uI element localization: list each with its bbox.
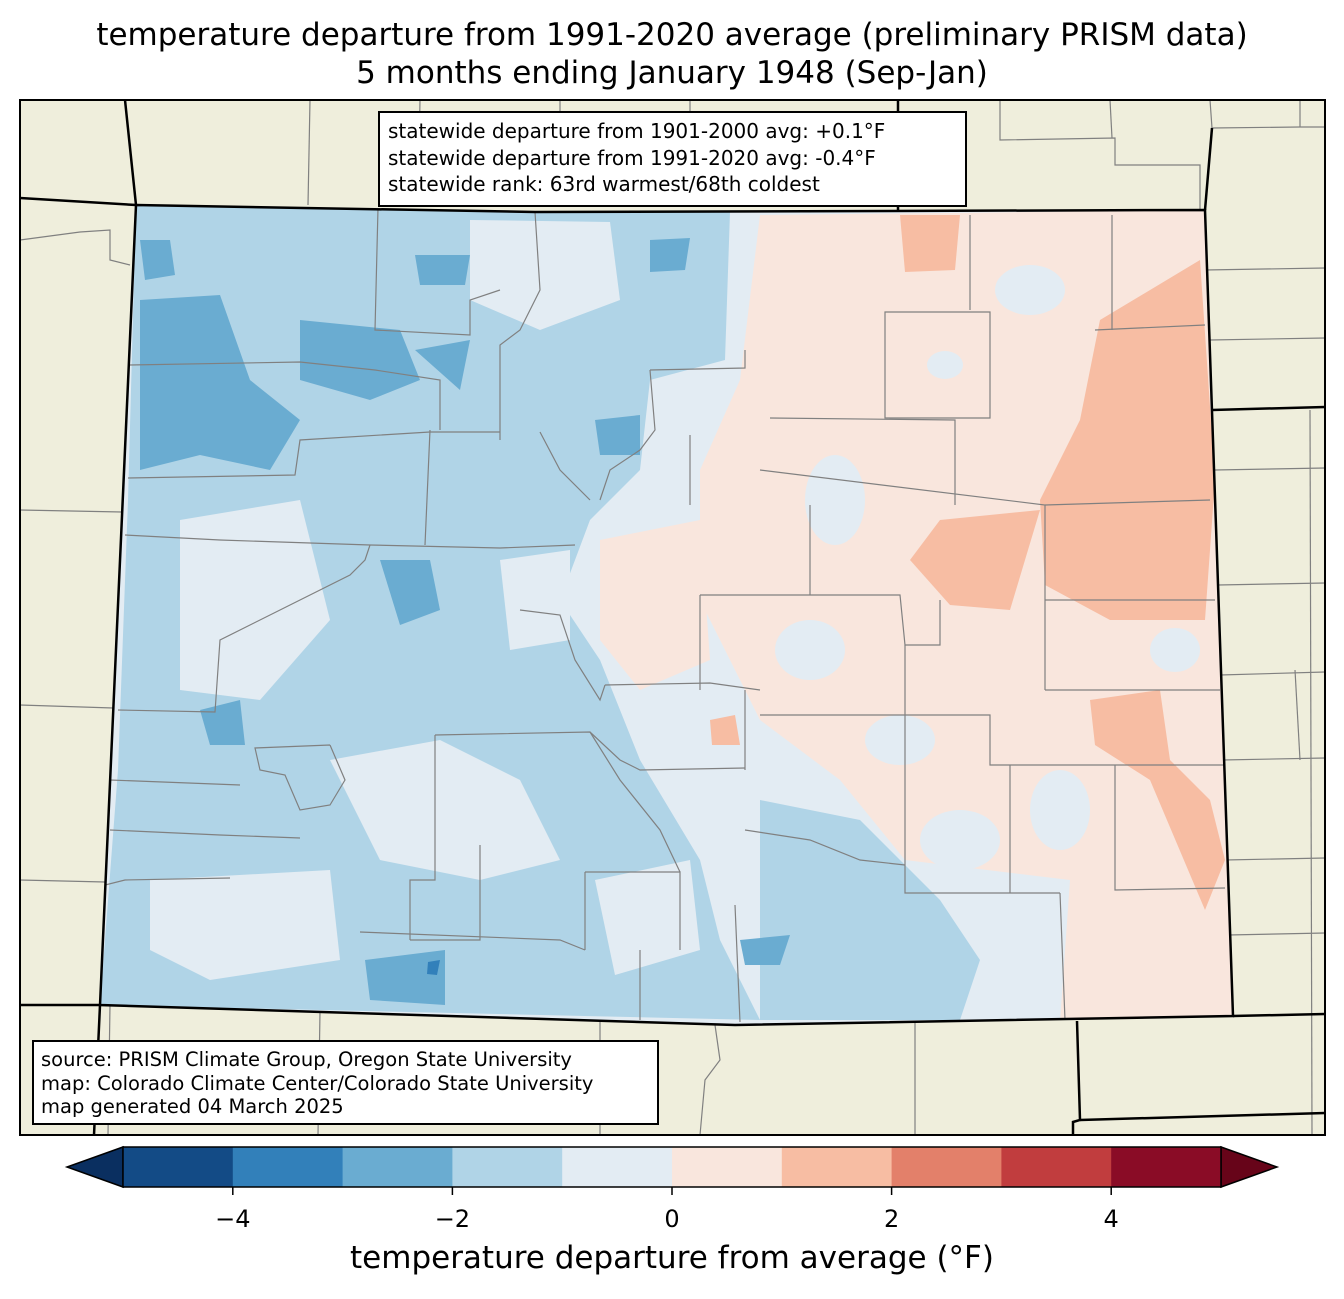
colorbar-bin-2 [342, 1147, 453, 1187]
state-borders [20, 100, 1325, 1135]
colorbar-bin-9 [1111, 1147, 1222, 1187]
generated-date-line: map generated 04 March 2025 [41, 1095, 344, 1118]
map-title-line-2: 5 months ending January 1948 (Sep-Jan) [356, 55, 988, 91]
colorbar-bin-4 [562, 1147, 673, 1187]
colorbar-bin-0 [123, 1147, 234, 1187]
stats-departure-1901-2000: statewide departure from 1901-2000 avg: … [388, 119, 886, 143]
temperature-departure-field [100, 205, 1233, 1025]
colorbar-bin-3 [452, 1147, 563, 1187]
stats-departure-1991-2020: statewide departure from 1991-2020 avg: … [388, 145, 876, 170]
colorbar-under-extension [64, 1145, 124, 1189]
colorbar-bin-6 [781, 1147, 893, 1187]
colorbar-label: temperature departure from average (°F) [350, 1240, 994, 1276]
map-title-line-1: temperature departure from 1991-2020 ave… [96, 17, 1248, 53]
source-line: source: PRISM Climate Group, Oregon Stat… [41, 1048, 572, 1071]
colorbar-bin-1 [232, 1147, 344, 1187]
colorbar-bin-8 [1001, 1147, 1112, 1187]
colorbar-bin-5 [672, 1147, 783, 1187]
colorbar-tick-label: 0 [664, 1205, 680, 1233]
map-credit-line: map: Colorado Climate Center/Colorado St… [41, 1071, 594, 1095]
map-frame [19, 99, 1326, 1136]
source-credit-box: source: PRISM Climate Group, Oregon Stat… [32, 1040, 659, 1125]
colorbar-tick-label: −4 [215, 1205, 251, 1233]
colorbar-tick-label: 2 [883, 1205, 900, 1233]
colorbar-tick-label: 4 [1103, 1205, 1119, 1233]
stats-rank: statewide rank: 63rd warmest/68th coldes… [388, 172, 820, 196]
colorbar-bin-7 [891, 1147, 1002, 1187]
colorbar-over-extension [1220, 1145, 1280, 1189]
colorbar [64, 1145, 1280, 1195]
colorbar-tick-label: −2 [434, 1205, 471, 1233]
colorado-county-lines [104, 207, 1226, 1023]
statewide-stats-box: statewide departure from 1901-2000 avg: … [378, 111, 967, 207]
